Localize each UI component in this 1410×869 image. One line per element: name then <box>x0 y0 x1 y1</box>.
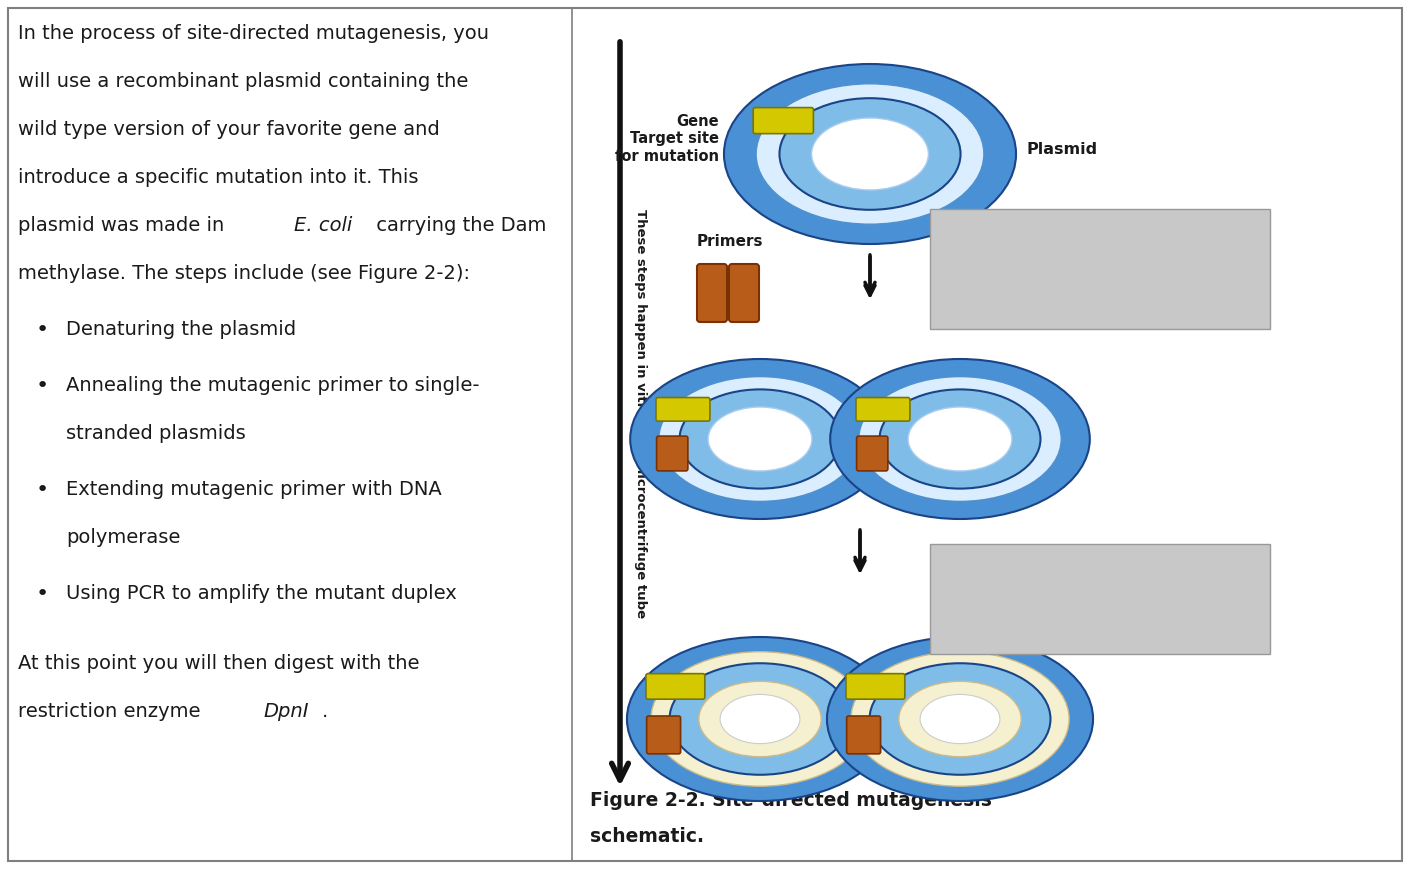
Bar <box>931 544 1270 654</box>
Text: .: . <box>323 702 329 721</box>
Text: •: • <box>37 584 49 604</box>
FancyBboxPatch shape <box>697 264 728 322</box>
FancyBboxPatch shape <box>646 673 705 700</box>
Text: wild type version of your favorite gene and: wild type version of your favorite gene … <box>18 120 440 139</box>
Text: schematic.: schematic. <box>589 827 704 846</box>
Text: will use a recombinant plasmid containing the: will use a recombinant plasmid containin… <box>18 72 468 91</box>
Text: Using PCR to amplify the mutant duplex: Using PCR to amplify the mutant duplex <box>66 584 457 603</box>
Ellipse shape <box>699 681 821 757</box>
Ellipse shape <box>859 376 1062 501</box>
Text: Primers: Primers <box>697 234 763 249</box>
FancyBboxPatch shape <box>846 716 881 753</box>
Text: methylase. The steps include (see Figure 2-2):: methylase. The steps include (see Figure… <box>18 264 470 283</box>
Ellipse shape <box>630 359 890 519</box>
Ellipse shape <box>898 681 1021 757</box>
Text: Denature and anneal
oligonucleotide
primers with mutation.: Denature and anneal oligonucleotide prim… <box>991 239 1208 299</box>
Text: Gene
Target site
for mutation: Gene Target site for mutation <box>615 114 719 164</box>
Ellipse shape <box>658 376 862 501</box>
FancyBboxPatch shape <box>857 436 888 471</box>
Text: restriction enzyme: restriction enzyme <box>18 702 207 721</box>
Text: introduce a specific mutation into it. This: introduce a specific mutation into it. T… <box>18 168 419 187</box>
Text: carrying the Dam: carrying the Dam <box>369 216 546 235</box>
Text: polymerase: polymerase <box>66 528 180 547</box>
Ellipse shape <box>680 389 840 488</box>
Bar <box>931 209 1270 329</box>
Text: DNA polymerase extends
and incorporates the
mutagenic primers.: DNA polymerase extends and incorporates … <box>981 569 1218 629</box>
Text: Plasmid: Plasmid <box>1026 142 1097 156</box>
Ellipse shape <box>708 407 812 471</box>
Ellipse shape <box>870 663 1050 775</box>
Text: plasmid was made in: plasmid was made in <box>18 216 230 235</box>
FancyBboxPatch shape <box>856 397 909 421</box>
FancyBboxPatch shape <box>657 436 688 471</box>
Ellipse shape <box>627 637 893 801</box>
Text: stranded plasmids: stranded plasmids <box>66 424 245 443</box>
FancyBboxPatch shape <box>729 264 759 322</box>
Ellipse shape <box>921 694 1000 744</box>
Text: These steps happen in vitro, in a microcentrifuge tube: These steps happen in vitro, in a microc… <box>634 209 647 619</box>
Ellipse shape <box>670 663 850 775</box>
Ellipse shape <box>830 359 1090 519</box>
Text: At this point you will then digest with the: At this point you will then digest with … <box>18 654 420 673</box>
Text: •: • <box>37 320 49 340</box>
FancyBboxPatch shape <box>647 716 681 753</box>
Text: •: • <box>37 376 49 396</box>
Ellipse shape <box>780 98 960 209</box>
Ellipse shape <box>756 83 984 224</box>
Text: In the process of site-directed mutagenesis, you: In the process of site-directed mutagene… <box>18 24 489 43</box>
Ellipse shape <box>651 652 869 786</box>
Text: Denaturing the plasmid: Denaturing the plasmid <box>66 320 296 339</box>
Text: Figure 2-2. Site-directed mutagenesis: Figure 2-2. Site-directed mutagenesis <box>589 791 991 810</box>
FancyBboxPatch shape <box>846 673 905 700</box>
Ellipse shape <box>812 118 928 190</box>
Ellipse shape <box>826 637 1093 801</box>
Text: Extending mutagenic primer with DNA: Extending mutagenic primer with DNA <box>66 480 441 499</box>
Ellipse shape <box>721 694 799 744</box>
FancyBboxPatch shape <box>753 108 814 134</box>
FancyBboxPatch shape <box>656 397 709 421</box>
Ellipse shape <box>850 652 1069 786</box>
Text: •: • <box>37 480 49 500</box>
Text: E. coli: E. coli <box>293 216 352 235</box>
Ellipse shape <box>723 64 1017 244</box>
Ellipse shape <box>908 407 1012 471</box>
Text: Annealing the mutagenic primer to single-: Annealing the mutagenic primer to single… <box>66 376 479 395</box>
Ellipse shape <box>880 389 1041 488</box>
Text: DpnI: DpnI <box>264 702 309 721</box>
